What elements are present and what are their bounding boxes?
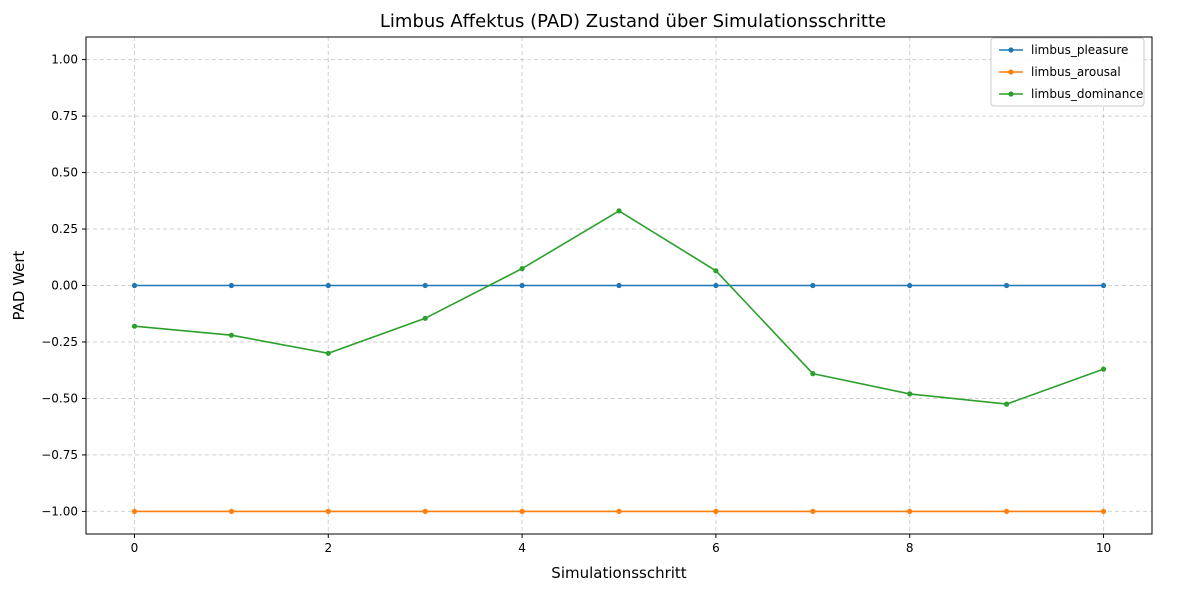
data-point-limbus_dominance — [228, 332, 234, 338]
x-tick-label: 6 — [712, 541, 720, 555]
x-tick-label: 8 — [906, 541, 914, 555]
data-point-limbus_dominance — [616, 208, 622, 214]
x-axis-title: Simulationsschritt — [551, 564, 686, 582]
data-point-limbus_arousal — [907, 508, 913, 514]
data-point-limbus_pleasure — [325, 282, 331, 289]
x-tick-label: 0 — [131, 541, 139, 555]
data-point-limbus_pleasure — [228, 282, 234, 289]
data-point-limbus_dominance — [907, 391, 913, 397]
data-point-limbus_dominance — [1100, 366, 1107, 372]
data-point-limbus_dominance — [713, 268, 719, 274]
x-axis: 0 2 4 6 8 10 — [131, 534, 1111, 555]
legend-label: limbus_dominance — [1031, 87, 1143, 101]
data-point-limbus_dominance — [422, 315, 428, 321]
legend-label: limbus_pleasure — [1031, 43, 1128, 57]
data-point-limbus_arousal — [713, 508, 719, 514]
y-tick-label: 1.00 — [51, 53, 78, 67]
data-point-limbus_pleasure — [131, 282, 138, 289]
y-tick-label: 0.00 — [51, 279, 78, 293]
data-point-limbus_arousal — [616, 508, 622, 514]
data-point-limbus_dominance — [519, 266, 525, 272]
data-point-limbus_arousal — [422, 508, 428, 514]
y-tick-label: −0.75 — [41, 448, 78, 462]
data-point-limbus_arousal — [131, 508, 138, 514]
data-point-limbus_pleasure — [1100, 282, 1107, 289]
x-tick-label: 10 — [1096, 541, 1111, 555]
legend-label: limbus_arousal — [1031, 65, 1121, 79]
legend-swatch-marker — [1008, 91, 1014, 97]
data-point-limbus_pleasure — [810, 282, 816, 289]
legend: limbus_pleasure limbus_arousal limbus_domi… — [990, 37, 1145, 107]
x-tick-label: 2 — [324, 541, 332, 555]
data-point-limbus_pleasure — [713, 282, 719, 289]
y-axis: −1.00 −0.75 −0.50 −0.25 0.00 0.25 0.50 0.75 1.00 — [41, 53, 86, 518]
data-point-limbus_arousal — [1004, 508, 1010, 514]
data-point-limbus_arousal — [325, 508, 331, 514]
y-tick-label: 0.75 — [51, 109, 78, 123]
y-tick-label: −1.00 — [41, 504, 78, 518]
y-tick-label: 0.50 — [51, 166, 78, 180]
data-point-limbus_pleasure — [422, 282, 428, 289]
data-point-limbus_arousal — [1100, 508, 1107, 514]
data-point-limbus_arousal — [519, 508, 525, 514]
data-point-limbus_pleasure — [907, 282, 913, 289]
data-point-limbus_arousal — [810, 508, 816, 514]
legend-swatch-marker — [1008, 47, 1014, 53]
data-point-limbus_pleasure — [1004, 282, 1010, 289]
y-tick-label: −0.50 — [41, 391, 78, 405]
x-tick-label: 4 — [518, 541, 526, 555]
data-point-limbus_arousal — [228, 508, 234, 514]
legend-box — [990, 37, 1145, 107]
data-point-limbus_dominance — [1004, 401, 1010, 407]
data-point-limbus_pleasure — [616, 282, 622, 289]
y-axis-title: PAD Wert — [10, 250, 28, 320]
chart-title: Limbus Affektus (PAD) Zustand über Simul… — [380, 11, 886, 32]
y-tick-label: 0.25 — [51, 222, 78, 236]
data-point-limbus_pleasure — [519, 282, 525, 289]
data-point-limbus_dominance — [325, 350, 331, 356]
series-layer — [131, 208, 1107, 514]
data-point-limbus_dominance — [131, 323, 138, 329]
y-tick-label: −0.25 — [41, 335, 78, 349]
data-point-limbus_dominance — [810, 371, 816, 377]
legend-swatch-marker — [1008, 69, 1014, 75]
